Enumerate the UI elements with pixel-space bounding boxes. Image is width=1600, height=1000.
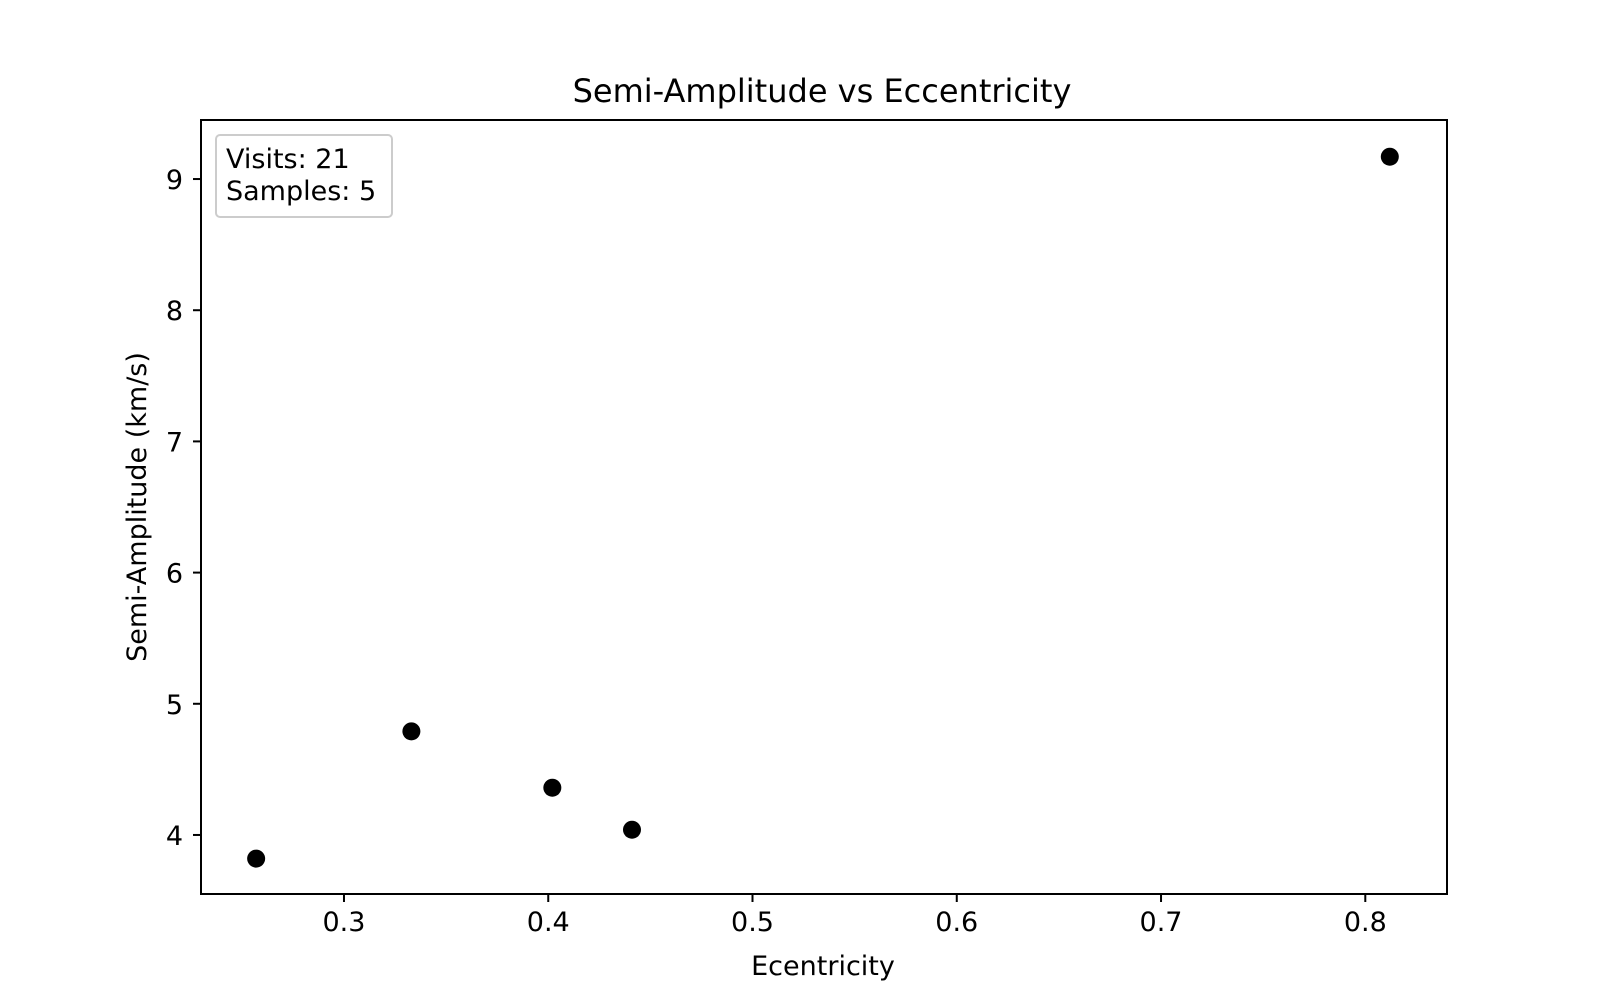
scatter-point [543,778,562,797]
scatter-point [402,722,421,741]
y-tick-label: 7 [166,427,183,458]
y-tick-label: 9 [166,165,183,196]
annotation-samples: Samples: 5 [226,176,376,207]
data-points [247,147,1399,868]
y-axis-label: Semi-Amplitude (km/s) [122,352,153,662]
x-tick-label: 0.6 [935,907,978,938]
y-tick-label: 5 [166,690,183,721]
x-tick-label: 0.7 [1140,907,1183,938]
x-axis-ticks: 0.3 0.4 0.5 0.6 0.7 0.8 [323,894,1387,938]
y-tick-label: 4 [166,821,183,852]
y-tick-label: 8 [166,296,183,327]
x-tick-label: 0.8 [1344,907,1387,938]
scatter-point [247,849,266,868]
y-tick-label: 6 [166,559,183,590]
annotation-box: Visits: 21 Samples: 5 [215,134,393,218]
x-tick-label: 0.3 [323,907,366,938]
y-axis-ticks: 4 5 6 7 8 9 [166,165,201,852]
x-axis-label: Ecentricity [751,951,895,982]
scatter-point [1380,147,1399,166]
x-tick-label: 0.5 [731,907,774,938]
x-tick-label: 0.4 [527,907,570,938]
annotation-visits: Visits: 21 [226,144,350,175]
plot-area-frame [200,119,1448,895]
scatter-point [622,820,641,839]
annotation-box-frame [215,134,393,218]
chart-title: Semi-Amplitude vs Eccentricity [573,72,1072,110]
